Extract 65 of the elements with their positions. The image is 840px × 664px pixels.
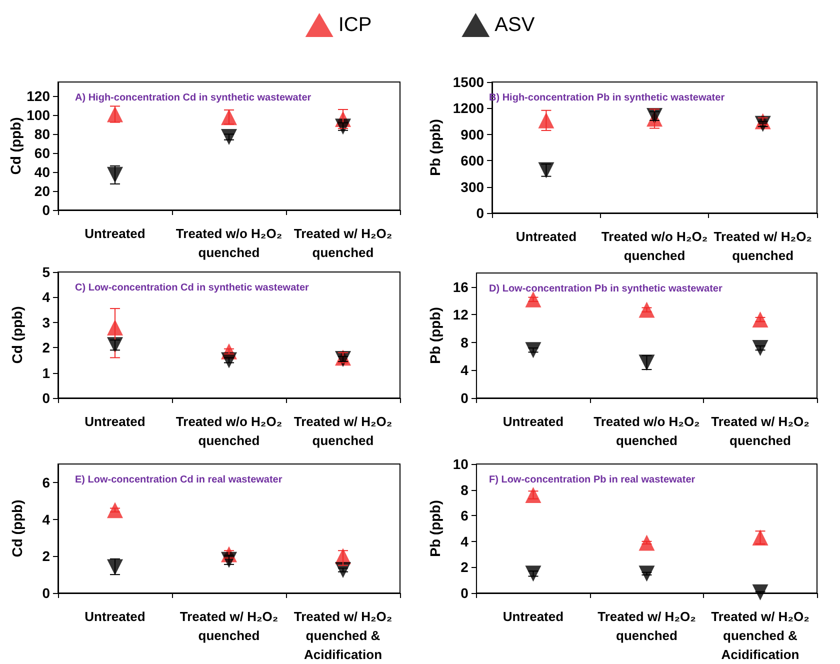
y-tick-label: 2 [42,340,50,356]
y-tick-label: 3 [42,314,50,330]
y-axis-title: Pb (ppb) [427,500,443,557]
y-axis-title: Cd (ppb) [8,117,24,175]
x-tick-label: Treated w/ H₂O₂ quenched & Acidification [711,609,810,662]
x-tick-label: Untreated [84,609,146,624]
x-tick-label: Treated w/ H₂O₂ quenched [714,229,812,263]
y-tick-label: 5 [42,264,50,280]
y-tick-label: 2 [42,548,50,564]
x-tick-label: Untreated [502,414,564,429]
text: F) Low-concentration Pb in real wastewater [489,474,696,486]
x-tick-label: Treated w/ H₂O₂ quenched [711,414,810,448]
x-tick-label: Treated w/o H₂O₂ quenched [176,414,282,448]
y-axis-title: Cd (ppb) [9,500,25,558]
y-tick-label: 4 [460,362,469,378]
y-tick-label: 4 [460,533,469,550]
x-tick-label: Treated w/o H₂O₂ quenched [594,414,700,448]
y-tick-label: 900 [460,126,484,142]
y-tick-label: 4 [42,511,50,528]
y-tick-label: 300 [460,178,484,195]
y-axis-title: Pb (ppb) [427,119,443,176]
x-tick-label: Treated w/ H₂O₂ quenched [294,226,392,260]
x-tick-label: Treated w/o H₂O₂ quenched [601,229,708,263]
y-tick-label: 6 [460,508,469,524]
y-tick-label: 600 [460,152,484,169]
x-tick-label: Treated w/ H₂O₂ quenched [180,609,278,643]
text: D) Low-concentration Pb in synthetic wastewater [489,284,722,294]
y-tick-label: 80 [34,126,50,142]
y-tick-label: 2 [460,559,469,576]
x-tick-label: Untreated [84,414,146,429]
y-tick-label: 10 [452,456,469,472]
y-tick-label: 0 [460,585,469,601]
y-tick-label: 0 [476,205,484,221]
y-tick-label: 4 [42,289,50,306]
y-tick-label: 1200 [452,100,484,116]
y-tick-label: 20 [34,183,50,200]
y-tick-label: 0 [42,202,50,218]
y-tick-label: 8 [460,334,469,350]
x-tick-label: Treated w/ H₂O₂ quenched [294,414,392,448]
y-tick-label: 0 [42,390,50,406]
text: E) Low-concentration Cd in real wastewater [75,474,282,486]
y-tick-label: 16 [452,278,469,295]
text: C) Low-concentration Cd in synthetic wastewater [75,282,310,294]
x-tick-label: Treated w/ H₂O₂ quenched & Acidification [294,609,392,662]
y-tick-label: 100 [26,107,50,124]
text: A) High-concentration Cd in synthetic wastewater [75,92,312,104]
y-tick-label: 40 [34,164,50,180]
x-tick-label: Untreated [502,609,564,624]
y-tick-label: 1500 [452,74,484,90]
y-tick-label: 120 [26,88,50,104]
y-tick-label: 0 [460,390,469,406]
y-tick-label: 6 [42,474,50,490]
y-tick-label: 12 [452,306,469,323]
y-axis-title: Cd (ppb) [9,306,25,364]
y-tick-label: 0 [42,585,50,601]
y-tick-label: 1 [42,364,50,381]
y-tick-label: 60 [34,145,50,162]
y-tick-label: 8 [460,482,469,498]
legend-label: ASV [494,14,536,36]
y-axis-title: Pb (ppb) [427,307,443,364]
legend-label: ICP [338,14,372,36]
x-tick-label: Untreated [516,229,577,244]
x-tick-label: Treated w/ H₂O₂ quenched [598,609,696,643]
x-tick-label: Untreated [84,226,146,241]
x-tick-label: Treated w/o H₂O₂ quenched [176,226,282,260]
